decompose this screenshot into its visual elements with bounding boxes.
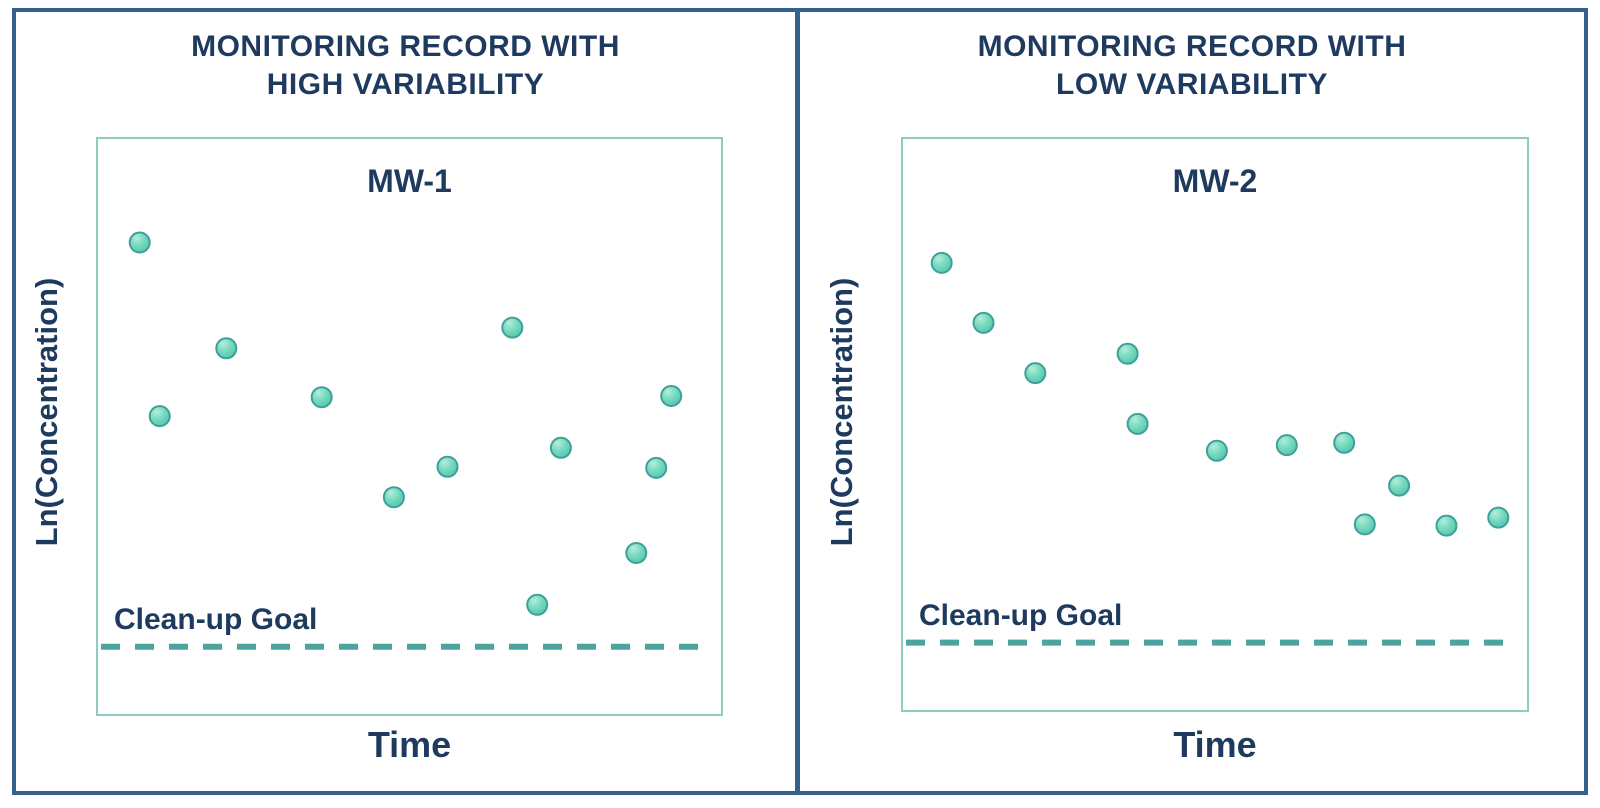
data-point bbox=[645, 456, 668, 479]
data-point bbox=[128, 231, 151, 254]
panel-title-line2: LOW VARIABILITY bbox=[1056, 68, 1328, 101]
data-point bbox=[436, 455, 459, 478]
data-point bbox=[1116, 342, 1139, 365]
panel-title: MONITORING RECORD WITH LOW VARIABILITY bbox=[800, 28, 1584, 104]
well-label: MW-2 bbox=[1172, 163, 1258, 199]
y-axis-label: Ln(Concentration) bbox=[29, 277, 64, 547]
data-point bbox=[972, 311, 995, 334]
data-point bbox=[1275, 434, 1298, 457]
panel-title-line1: MONITORING RECORD WITH bbox=[977, 30, 1407, 63]
panel-divider bbox=[795, 12, 800, 791]
plot-area-mw2: MW-2 Clean-up Goal bbox=[901, 137, 1529, 712]
data-point bbox=[382, 486, 405, 509]
data-point bbox=[1333, 431, 1356, 454]
panel-high-variability: MONITORING RECORD WITH HIGH VARIABILITY … bbox=[16, 12, 795, 791]
well-label: MW-1 bbox=[367, 163, 452, 199]
data-point bbox=[1487, 506, 1510, 529]
plot-area-mw1: MW-1 Clean-up Goal bbox=[96, 137, 723, 716]
y-axis-label: Ln(Concentration) bbox=[824, 277, 859, 547]
x-axis-label: Time bbox=[1173, 724, 1257, 765]
data-point bbox=[1126, 412, 1149, 435]
scatter-plot bbox=[906, 251, 1515, 646]
data-point bbox=[1388, 474, 1411, 497]
data-point bbox=[501, 316, 524, 339]
x-axis-label: Time bbox=[367, 724, 452, 765]
data-point bbox=[930, 251, 953, 274]
panel-title-line1: MONITORING RECORD WITH bbox=[191, 30, 620, 63]
panel-low-variability: MONITORING RECORD WITH LOW VARIABILITY L… bbox=[800, 12, 1584, 791]
data-point bbox=[1024, 362, 1047, 385]
data-point bbox=[310, 386, 333, 409]
panel-title: MONITORING RECORD WITH HIGH VARIABILITY bbox=[16, 28, 795, 104]
data-point bbox=[148, 405, 171, 428]
data-point bbox=[549, 436, 572, 459]
data-point bbox=[526, 593, 549, 616]
cleanup-goal-label: Clean-up Goal bbox=[114, 603, 318, 636]
figure-frame: MONITORING RECORD WITH HIGH VARIABILITY … bbox=[12, 8, 1588, 795]
scatter-plot bbox=[101, 231, 709, 650]
data-point bbox=[660, 385, 683, 407]
cleanup-goal-label: Clean-up Goal bbox=[919, 599, 1123, 632]
data-point bbox=[625, 542, 648, 564]
data-point bbox=[1353, 513, 1376, 536]
data-point bbox=[1205, 439, 1228, 462]
data-point bbox=[1435, 514, 1458, 537]
data-point bbox=[215, 337, 238, 360]
panel-title-line2: HIGH VARIABILITY bbox=[266, 68, 545, 101]
